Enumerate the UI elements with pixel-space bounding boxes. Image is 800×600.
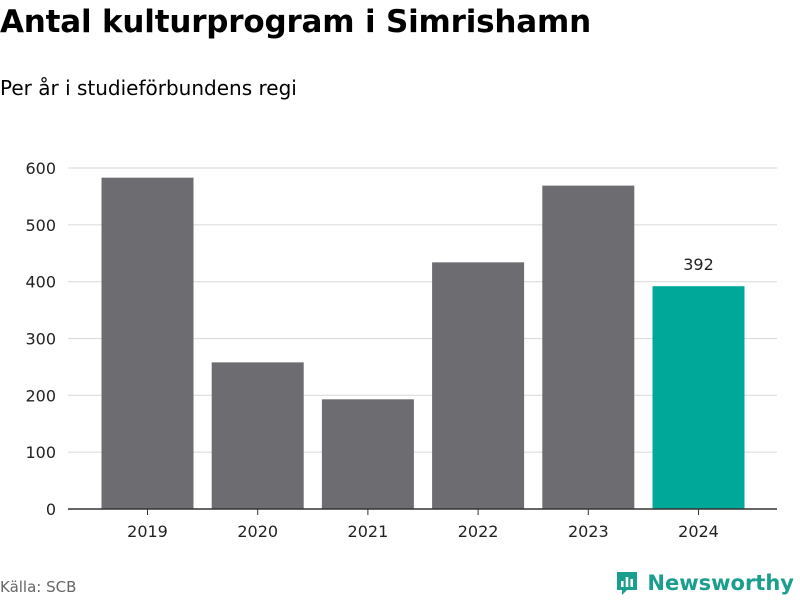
x-tick-label: 2024 xyxy=(678,522,719,541)
y-tick-label: 200 xyxy=(25,386,56,405)
y-tick-label: 500 xyxy=(25,216,56,235)
data-label: 392 xyxy=(683,255,714,274)
y-tick-label: 600 xyxy=(25,159,56,178)
chart-title: Antal kulturprogram i Simrishamn xyxy=(0,4,591,40)
bars xyxy=(101,177,745,509)
bar-2023 xyxy=(542,185,635,509)
source-note: Källa: SCB xyxy=(0,578,77,596)
bar-2019 xyxy=(101,177,194,509)
data-labels: 392 xyxy=(683,255,714,274)
newsworthy-logo-icon xyxy=(617,572,638,595)
y-tick-label: 400 xyxy=(25,273,56,292)
y-tick-label: 300 xyxy=(25,330,56,349)
brand-name: Newsworthy xyxy=(647,571,794,595)
x-axis-ticks: 2019 2020 2021 2022 2023 2024 xyxy=(127,509,719,541)
y-tick-label: 100 xyxy=(25,443,56,462)
y-tick-label: 0 xyxy=(46,500,56,519)
brand-logo: Newsworthy xyxy=(615,569,794,597)
bar-2020 xyxy=(211,362,304,509)
x-tick-label: 2023 xyxy=(568,522,609,541)
x-tick-label: 2022 xyxy=(458,522,499,541)
chart-subtitle: Per år i studieförbundens regi xyxy=(0,76,297,100)
bar-2024 xyxy=(652,286,745,509)
x-tick-label: 2021 xyxy=(348,522,389,541)
x-tick-label: 2020 xyxy=(237,522,278,541)
x-tick-label: 2019 xyxy=(127,522,168,541)
bar-2021 xyxy=(321,399,414,509)
y-axis-ticks: 0 100 200 300 400 500 600 xyxy=(25,159,56,519)
bar-2022 xyxy=(432,262,525,509)
